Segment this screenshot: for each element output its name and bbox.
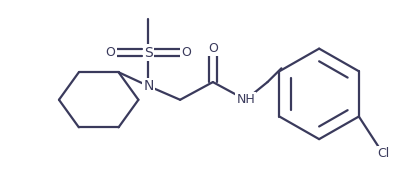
Text: N: N	[143, 79, 154, 93]
Text: S: S	[144, 45, 153, 60]
Text: O: O	[181, 46, 191, 59]
Text: Cl: Cl	[377, 147, 390, 160]
Text: O: O	[208, 42, 218, 55]
Text: O: O	[106, 46, 115, 59]
Text: NH: NH	[236, 93, 255, 106]
